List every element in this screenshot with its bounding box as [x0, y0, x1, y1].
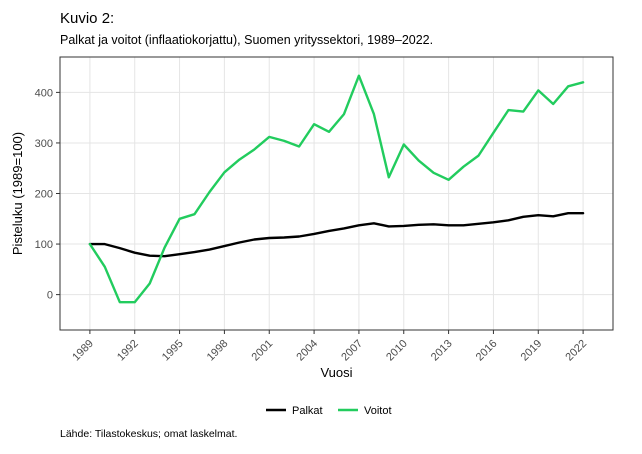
legend-label-palkat: Palkat [292, 405, 323, 417]
legend-label-voitot: Voitot [364, 405, 392, 417]
y-tick-label: 300 [35, 138, 53, 150]
y-tick-label: 0 [47, 290, 53, 302]
x-tick-label: 2022 [563, 338, 589, 364]
x-tick-label: 2007 [339, 338, 365, 364]
x-tick-label: 2019 [519, 338, 545, 364]
x-tick-label: 2016 [474, 338, 500, 364]
x-tick-label: 1989 [70, 338, 96, 364]
legend: Palkat Voitot [266, 405, 392, 417]
figure-title: Kuvio 2: [60, 10, 115, 27]
source-caption: Lähde: Tilastokeskus; omat laskelmat. [60, 428, 238, 440]
x-tick-label: 2013 [429, 338, 455, 364]
x-tick-label: 2010 [384, 338, 410, 364]
y-axis-label: Pisteluku (1989=100) [10, 132, 25, 255]
y-tick-label: 200 [35, 189, 53, 201]
series-lines [88, 74, 585, 304]
y-tick-label: 100 [35, 239, 53, 251]
series-line-palkat [88, 211, 585, 258]
x-tick-label: 1995 [160, 338, 186, 364]
x-tick-label: 1998 [205, 338, 231, 364]
grid-lines [60, 57, 613, 330]
x-tick-label: 2001 [250, 338, 276, 364]
x-tick-label: 1992 [115, 338, 141, 364]
y-tick-label: 400 [35, 87, 53, 99]
x-tick-label: 2004 [294, 338, 320, 364]
figure-subtitle: Palkat ja voitot (inflaatiokorjattu), Su… [60, 33, 434, 47]
series-line-voitot [88, 74, 585, 304]
x-axis-label: Vuosi [320, 365, 352, 380]
